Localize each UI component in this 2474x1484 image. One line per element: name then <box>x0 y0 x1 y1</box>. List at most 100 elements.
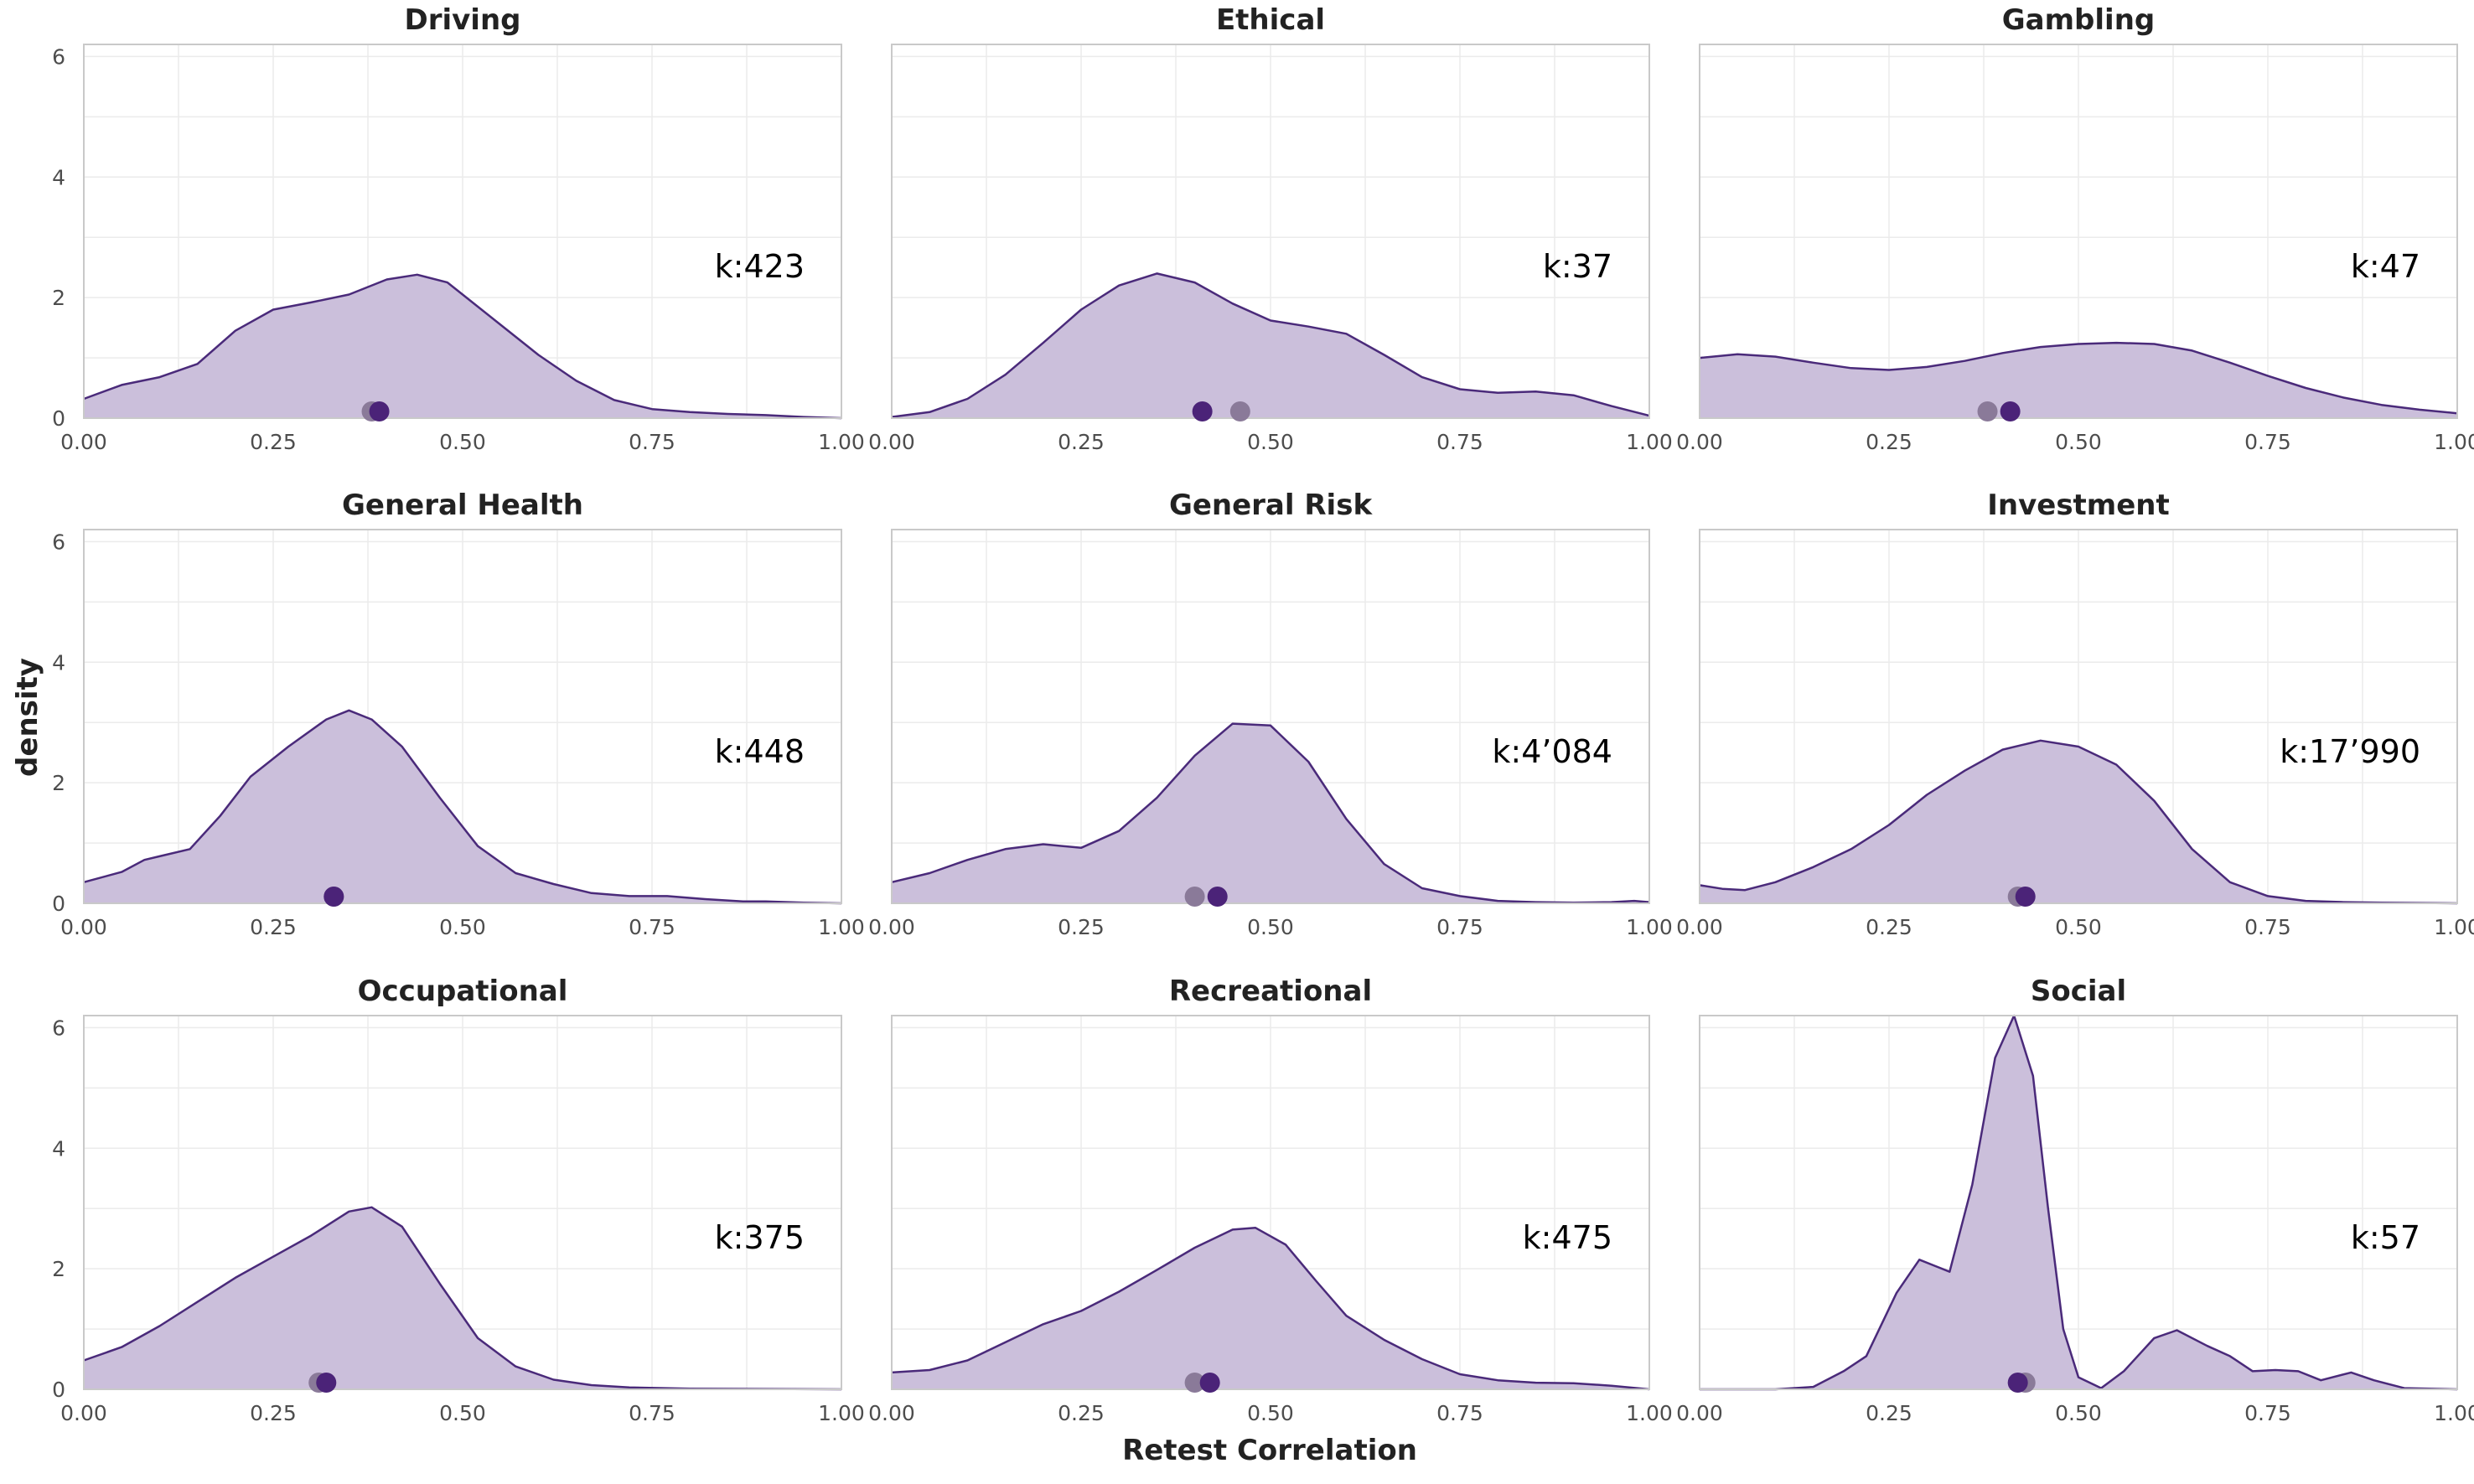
x-tick-label: 0.00 <box>1676 430 1723 454</box>
y-tick-label: 0 <box>52 892 65 916</box>
k-count-label: k:17’990 <box>2280 733 2420 770</box>
density-line-ethical <box>891 272 1650 418</box>
panel-social: Social k:57 0.00 0.25 0.50 0.75 1.00 <box>1676 975 2474 1425</box>
y-tick-label: 4 <box>52 165 65 189</box>
x-tick-label: 1.00 <box>818 915 865 939</box>
x-tick-label: 0.25 <box>1866 1401 1912 1425</box>
x-tick-label: 0.50 <box>1247 915 1294 939</box>
panel-ethical: Ethical k:37 0.00 0.25 0.50 0.75 1.00 <box>868 3 1673 454</box>
x-tick-label: 0.75 <box>1436 915 1483 939</box>
panel-investment: Investment k:17’990 0.00 0.25 0.50 0.75 1.00 <box>1676 489 2474 939</box>
estimate-point-dark <box>1207 887 1228 907</box>
k-count-label: k:57 <box>2351 1219 2420 1256</box>
panel-border <box>83 529 842 904</box>
y-tick-label: 6 <box>52 530 65 554</box>
panel-border <box>1699 44 2458 419</box>
x-tick-label: 0.50 <box>1247 1401 1294 1425</box>
panel-title: Driving <box>404 3 520 37</box>
x-tick-label: 0.75 <box>1436 1401 1483 1425</box>
panel-general-risk: General Risk k:4’084 0.00 0.25 0.50 0.75 1.00 <box>868 489 1673 939</box>
x-tick-label: 0.25 <box>250 430 297 454</box>
density-line-investment <box>1699 739 2458 905</box>
panel-recreational: Recreational k:475 0.00 0.25 0.50 0.75 1.00 <box>868 975 1673 1425</box>
estimate-point-dark <box>2000 401 2021 421</box>
x-tick-label: 0.50 <box>2055 915 2102 939</box>
estimate-point-light <box>1977 401 1998 421</box>
x-tick-label: 0.00 <box>1676 1401 1723 1425</box>
x-tick-label: 0.00 <box>60 1401 107 1425</box>
x-tick-label: 0.75 <box>2244 915 2291 939</box>
k-count-label: k:448 <box>715 733 805 770</box>
panel-title: Gambling <box>2002 3 2155 37</box>
k-count-label: k:47 <box>2351 248 2420 285</box>
x-tick-label: 0.25 <box>250 915 297 939</box>
estimate-point-light <box>1184 887 1205 907</box>
x-tick-label: 0.50 <box>439 915 486 939</box>
x-tick-label: 1.00 <box>2434 430 2474 454</box>
panel-title: General Health <box>342 489 583 522</box>
density-line-general-risk <box>891 722 1650 904</box>
x-tick-label: 1.00 <box>2434 1401 2474 1425</box>
x-tick-label: 0.00 <box>868 1401 915 1425</box>
x-tick-label: 0.50 <box>1247 430 1294 454</box>
x-tick-label: 0.50 <box>439 430 486 454</box>
k-count-label: k:375 <box>715 1219 805 1256</box>
x-tick-label: 0.50 <box>439 1401 486 1425</box>
y-tick-label: 0 <box>52 406 65 431</box>
density-area-investment <box>1700 740 2457 903</box>
panel-title: Investment <box>1987 489 2170 522</box>
panel-border <box>83 1015 842 1390</box>
panel-title: Recreational <box>1169 975 1372 1008</box>
x-tick-label: 1.00 <box>2434 915 2474 939</box>
y-tick-label: 6 <box>52 1016 65 1040</box>
panel-title: Occupational <box>358 975 568 1008</box>
x-tick-label: 0.25 <box>1058 915 1105 939</box>
x-tick-label: 0.75 <box>629 915 675 939</box>
panel-gambling: Gambling k:47 0.00 0.25 0.50 0.75 1.00 <box>1676 3 2474 454</box>
estimate-point-dark <box>1199 1373 1220 1393</box>
panel-title: General Risk <box>1169 489 1374 522</box>
panel-driving: Driving k:423 0.00 0.25 0.50 0.75 1.00 0 2 4 6 <box>52 3 865 454</box>
density-area-occupational <box>84 1207 841 1389</box>
x-tick-label: 0.25 <box>1866 430 1912 454</box>
x-tick-label: 1.00 <box>818 430 865 454</box>
x-tick-label: 0.75 <box>629 1401 675 1425</box>
x-tick-label: 0.75 <box>629 430 675 454</box>
y-axis-title: density <box>11 658 44 777</box>
density-area-driving <box>84 274 841 418</box>
x-axis-title: Retest Correlation <box>1122 1434 1417 1467</box>
y-tick-label: 0 <box>52 1378 65 1402</box>
k-count-label: k:475 <box>1523 1219 1612 1256</box>
panel-border <box>891 1015 1650 1390</box>
x-tick-label: 0.25 <box>250 1401 297 1425</box>
density-line-occupational <box>83 1206 842 1391</box>
x-tick-label: 1.00 <box>818 1401 865 1425</box>
panel-occupational: Occupational k:375 0.00 0.25 0.50 0.75 1.00 0 2 4… <box>52 975 865 1425</box>
x-tick-label: 0.75 <box>2244 1401 2291 1425</box>
estimate-point-dark <box>369 401 390 421</box>
y-tick-label: 6 <box>52 44 65 69</box>
panel-border <box>83 44 842 419</box>
k-count-label: k:37 <box>1543 248 1612 285</box>
x-tick-label: 0.75 <box>2244 430 2291 454</box>
facet-panels: Driving k:423 0.00 0.25 0.50 0.75 1.00 0 2 4 6 Ethi… <box>52 3 2474 1425</box>
density-line-recreational <box>891 1226 1650 1391</box>
y-tick-label: 4 <box>52 650 65 675</box>
density-line-general-health <box>83 709 842 905</box>
density-area-gambling <box>1700 343 2457 418</box>
x-tick-label: 1.00 <box>1626 915 1673 939</box>
estimate-point-light <box>1229 401 1250 421</box>
y-tick-label: 2 <box>52 771 65 795</box>
panel-border <box>1699 529 2458 904</box>
x-tick-label: 1.00 <box>1626 430 1673 454</box>
k-count-label: k:423 <box>715 248 805 285</box>
panel-general-health: General Health k:448 0.00 0.25 0.50 0.75 1.00 0… <box>52 489 865 939</box>
x-tick-label: 0.00 <box>60 915 107 939</box>
y-tick-label: 4 <box>52 1136 65 1161</box>
k-count-label: k:4’084 <box>1492 733 1612 770</box>
x-tick-label: 0.00 <box>1676 915 1723 939</box>
panel-title: Social <box>2031 975 2126 1008</box>
panel-border <box>891 529 1650 904</box>
x-tick-label: 0.25 <box>1866 915 1912 939</box>
y-tick-label: 2 <box>52 286 65 310</box>
